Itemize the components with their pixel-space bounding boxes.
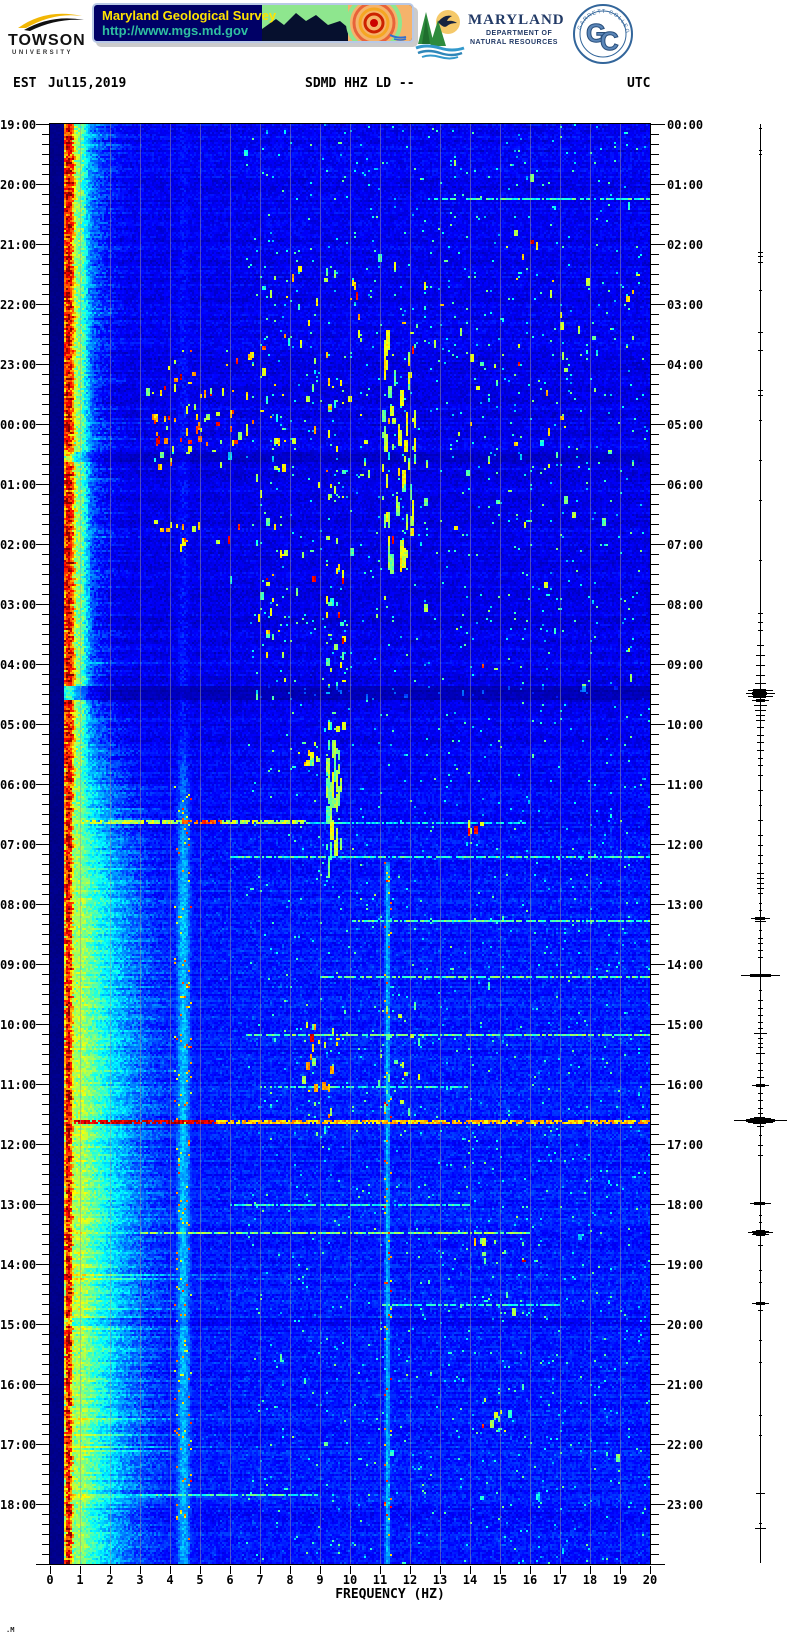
freq-tick-label: 11 xyxy=(372,1573,388,1587)
est-hour-label: 20:00 xyxy=(0,178,37,192)
utc-hour-label: 14:00 xyxy=(667,958,704,972)
est-hour-label: 00:00 xyxy=(0,418,37,432)
utc-hour-label: 00:00 xyxy=(667,118,704,132)
freq-tick-label: 1 xyxy=(76,1573,84,1587)
utc-hour-label: 07:00 xyxy=(667,538,704,552)
freq-tick-label: 7 xyxy=(256,1573,264,1587)
est-hour-label: 07:00 xyxy=(0,838,37,852)
est-hour-label: 18:00 xyxy=(0,1498,37,1512)
freq-tick-label: 18 xyxy=(582,1573,598,1587)
utc-hour-label: 17:00 xyxy=(667,1138,704,1152)
freq-tick-label: 9 xyxy=(316,1573,324,1587)
est-hour-label: 23:00 xyxy=(0,358,37,372)
est-hour-label: 15:00 xyxy=(0,1318,37,1332)
est-hour-label: 16:00 xyxy=(0,1378,37,1392)
freq-tick-label: 3 xyxy=(136,1573,144,1587)
freq-tick-label: 12 xyxy=(402,1573,418,1587)
est-hour-label: 17:00 xyxy=(0,1438,37,1452)
utc-hour-label: 18:00 xyxy=(667,1198,704,1212)
freq-tick-label: 19 xyxy=(612,1573,628,1587)
corner-artifact-text: .M xyxy=(6,1626,15,1634)
utc-hour-label: 22:00 xyxy=(667,1438,704,1452)
est-hour-label: 19:00 xyxy=(0,118,37,132)
utc-hour-label: 08:00 xyxy=(667,598,704,612)
utc-hour-label: 06:00 xyxy=(667,478,704,492)
est-hour-label: 13:00 xyxy=(0,1198,37,1212)
est-hour-label: 06:00 xyxy=(0,778,37,792)
freq-tick-label: 0 xyxy=(46,1573,54,1587)
utc-hour-label: 10:00 xyxy=(667,718,704,732)
est-hour-label: 08:00 xyxy=(0,898,37,912)
utc-hour-label: 13:00 xyxy=(667,898,704,912)
utc-hour-label: 11:00 xyxy=(667,778,704,792)
est-hour-label: 10:00 xyxy=(0,1018,37,1032)
spectrogram-canvas xyxy=(50,124,650,1564)
utc-hour-label: 21:00 xyxy=(667,1378,704,1392)
utc-hour-label: 04:00 xyxy=(667,358,704,372)
utc-hour-label: 02:00 xyxy=(667,238,704,252)
freq-tick-label: 5 xyxy=(196,1573,204,1587)
freq-tick-label: 13 xyxy=(432,1573,448,1587)
est-hour-label: 05:00 xyxy=(0,718,37,732)
utc-hour-label: 05:00 xyxy=(667,418,704,432)
spectrogram-frame xyxy=(49,123,651,1565)
est-hour-label: 02:00 xyxy=(0,538,37,552)
freq-tick-label: 8 xyxy=(286,1573,294,1587)
est-hour-label: 03:00 xyxy=(0,598,37,612)
freq-tick-label: 20 xyxy=(642,1573,658,1587)
frequency-axis-label: FREQUENCY (HZ) xyxy=(335,1587,445,1602)
est-hour-label: 04:00 xyxy=(0,658,37,672)
est-hour-label: 12:00 xyxy=(0,1138,37,1152)
freq-tick-label: 17 xyxy=(552,1573,568,1587)
utc-hour-label: 01:00 xyxy=(667,178,704,192)
utc-hour-label: 15:00 xyxy=(667,1018,704,1032)
freq-tick-label: 16 xyxy=(522,1573,538,1587)
utc-hour-label: 12:00 xyxy=(667,838,704,852)
utc-hour-label: 09:00 xyxy=(667,658,704,672)
freq-tick-label: 14 xyxy=(462,1573,478,1587)
utc-hour-label: 03:00 xyxy=(667,298,704,312)
freq-tick-label: 2 xyxy=(106,1573,114,1587)
freq-tick-label: 6 xyxy=(226,1573,234,1587)
est-hour-label: 22:00 xyxy=(0,298,37,312)
utc-hour-label: 19:00 xyxy=(667,1258,704,1272)
utc-hour-label: 20:00 xyxy=(667,1318,704,1332)
est-hour-label: 01:00 xyxy=(0,478,37,492)
freq-tick-label: 10 xyxy=(342,1573,358,1587)
est-hour-label: 14:00 xyxy=(0,1258,37,1272)
utc-hour-label: 23:00 xyxy=(667,1498,704,1512)
freq-tick-label: 4 xyxy=(166,1573,174,1587)
utc-hour-label: 16:00 xyxy=(667,1078,704,1092)
est-hour-label: 09:00 xyxy=(0,958,37,972)
est-hour-label: 11:00 xyxy=(0,1078,37,1092)
seismogram-trace-canvas xyxy=(724,120,796,1570)
freq-tick-label: 15 xyxy=(492,1573,508,1587)
est-hour-label: 21:00 xyxy=(0,238,37,252)
